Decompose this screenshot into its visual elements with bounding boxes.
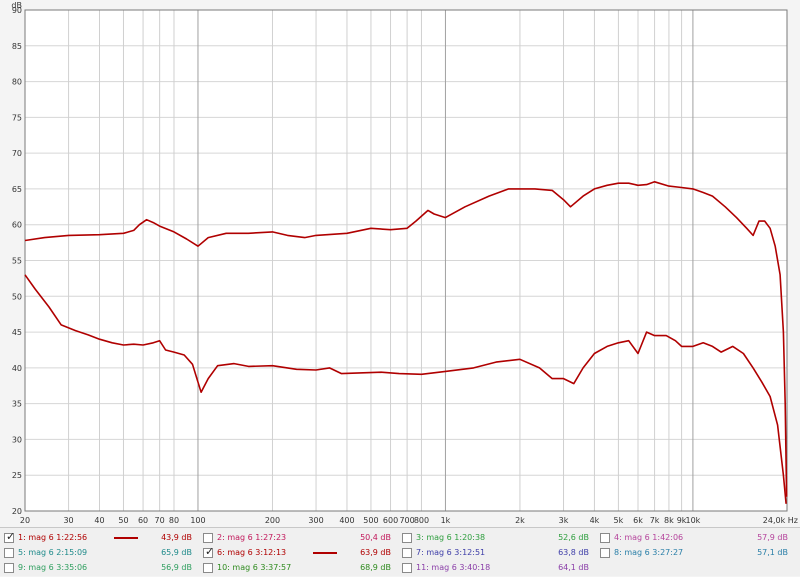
legend-swatch xyxy=(313,552,337,554)
x-tick-label: 70 xyxy=(155,516,165,525)
x-tick-label: 20 xyxy=(20,516,30,525)
checkmark-icon: ✓ xyxy=(205,545,215,558)
legend-item-value: 63,9 dB xyxy=(360,548,391,557)
checkmark-icon: ✓ xyxy=(6,530,16,543)
legend-item-label: 1: mag 6 1:22:56 xyxy=(18,533,88,542)
legend-item-label: 3: mag 6 1:20:38 xyxy=(416,533,486,542)
x-tick-label: 24,0k Hz xyxy=(763,516,798,525)
legend-item-value: 52,6 dB xyxy=(558,533,589,542)
x-tick-label: 300 xyxy=(308,516,323,525)
x-tick-label: 6k xyxy=(633,516,643,525)
y-tick-label: 85 xyxy=(12,42,22,51)
y-tick-label: 80 xyxy=(12,78,22,87)
x-tick-label: 5k xyxy=(614,516,624,525)
legend-row: 5: mag 6 2:15:09 65,9 dB ✓ 6: mag 6 3:12:13… xyxy=(0,545,800,562)
x-tick-label: 2k xyxy=(515,516,525,525)
legend-item[interactable]: ✓ 1: mag 6 1:22:56 43,9 dB xyxy=(4,530,200,547)
legend-item[interactable]: 9: mag 6 3:35:06 56,9 dB xyxy=(4,561,200,577)
legend-item-value: 68,9 dB xyxy=(360,563,391,572)
y-tick-label: 60 xyxy=(12,221,22,230)
legend-item-label: 4: mag 6 1:42:06 xyxy=(614,533,684,542)
x-tick-label: 80 xyxy=(169,516,179,525)
x-tick-label: 40 xyxy=(94,516,104,525)
legend-checkbox[interactable] xyxy=(203,563,213,573)
y-unit-label: dB xyxy=(11,1,22,10)
series-line-2 xyxy=(24,181,788,497)
x-tick-label: 500 xyxy=(363,516,378,525)
series-line-1 xyxy=(24,274,787,504)
legend-item[interactable]: 11: mag 6 3:40:18 64,1 dB xyxy=(402,561,597,577)
legend-item-value: 57,1 dB xyxy=(757,548,788,557)
x-tick-label: 8k xyxy=(664,516,674,525)
x-tick-label: 10k xyxy=(686,516,701,525)
x-tick-label: 7k xyxy=(650,516,660,525)
legend-item-value: 50,4 dB xyxy=(360,533,391,542)
y-tick-label: 30 xyxy=(12,435,22,444)
legend-item-label: 9: mag 6 3:35:06 xyxy=(18,563,88,572)
y-tick-label: 20 xyxy=(12,507,22,516)
legend-item-label: 7: mag 6 3:12:51 xyxy=(416,548,486,557)
legend-row: 9: mag 6 3:35:06 56,9 dB 10: mag 6 3:37:57… xyxy=(0,561,800,577)
y-tick-label: 55 xyxy=(12,257,22,266)
legend-checkbox[interactable] xyxy=(402,548,412,558)
legend-item[interactable]: 10: mag 6 3:37:57 68,9 dB xyxy=(203,561,399,577)
x-tick-label: 60 xyxy=(138,516,148,525)
legend-checkbox[interactable] xyxy=(4,563,14,573)
legend-checkbox[interactable]: ✓ xyxy=(4,530,16,543)
y-tick-label: 50 xyxy=(12,292,22,301)
legend-item-value: 43,9 dB xyxy=(161,533,192,542)
legend-panel: ✓ 1: mag 6 1:22:56 43,9 dB 2: mag 6 1:27:23… xyxy=(0,527,800,576)
legend-checkbox[interactable] xyxy=(402,563,412,573)
chart-area: 20 25 30 35 40 45 50 55 60 65 70 75 80 85 90 dB 20 30 40 50… xyxy=(11,1,798,525)
legend-checkbox[interactable] xyxy=(203,533,213,543)
legend-item[interactable]: 8: mag 6 3:27:27 57,1 dB xyxy=(600,546,796,562)
y-tick-label: 40 xyxy=(12,364,22,373)
legend-item-value: 63,8 dB xyxy=(558,548,589,557)
legend-item[interactable]: ✓ 6: mag 6 3:12:13 63,9 dB xyxy=(203,545,399,562)
y-tick-label: 90 xyxy=(12,6,22,15)
legend-item[interactable]: 4: mag 6 1:42:06 57,9 dB xyxy=(600,531,796,547)
x-tick-label: 600 xyxy=(383,516,398,525)
legend-item[interactable]: 3: mag 6 1:20:38 52,6 dB xyxy=(402,531,597,547)
legend-item-label: 6: mag 6 3:12:13 xyxy=(217,548,287,557)
x-tick-label: 1k xyxy=(441,516,451,525)
legend-item-value: 64,1 dB xyxy=(558,563,589,572)
x-tick-label: 30 xyxy=(63,516,73,525)
x-tick-label: 3k xyxy=(559,516,569,525)
x-tick-label: 9k xyxy=(677,516,687,525)
legend-checkbox[interactable]: ✓ xyxy=(203,545,215,558)
legend-item[interactable]: 7: mag 6 3:12:51 63,8 dB xyxy=(402,546,597,562)
x-tick-label: 800 xyxy=(414,516,429,525)
legend-checkbox[interactable] xyxy=(600,533,610,543)
legend-item[interactable]: 5: mag 6 2:15:09 65,9 dB xyxy=(4,546,200,562)
legend-item-label: 8: mag 6 3:27:27 xyxy=(614,548,684,557)
legend-item-label: 10: mag 6 3:37:57 xyxy=(217,563,292,572)
legend-checkbox[interactable] xyxy=(4,548,14,558)
y-tick-label: 70 xyxy=(12,149,22,158)
legend-item-label: 5: mag 6 2:15:09 xyxy=(18,548,88,557)
legend-item-value: 56,9 dB xyxy=(161,563,192,572)
legend-checkbox[interactable] xyxy=(600,548,610,558)
plot-border xyxy=(24,9,788,512)
y-tick-label: 75 xyxy=(12,113,22,122)
legend-item-value: 57,9 dB xyxy=(757,533,788,542)
legend-item-label: 2: mag 6 1:27:23 xyxy=(217,533,287,542)
legend-item-value: 65,9 dB xyxy=(161,548,192,557)
x-tick-label: 50 xyxy=(118,516,128,525)
x-tick-label: 200 xyxy=(265,516,280,525)
legend-item[interactable]: 2: mag 6 1:27:23 50,4 dB xyxy=(203,531,399,547)
x-tick-label: 100 xyxy=(190,516,205,525)
y-tick-label: 65 xyxy=(12,185,22,194)
legend-checkbox[interactable] xyxy=(402,533,412,543)
legend-row: ✓ 1: mag 6 1:22:56 43,9 dB 2: mag 6 1:27:23… xyxy=(0,530,800,547)
x-tick-label: 400 xyxy=(339,516,354,525)
y-tick-label: 35 xyxy=(12,400,22,409)
legend-item-label: 11: mag 6 3:40:18 xyxy=(416,563,491,572)
legend-swatch xyxy=(114,537,138,539)
y-tick-label: 25 xyxy=(12,471,22,480)
y-tick-label: 45 xyxy=(12,328,22,337)
x-tick-label: 700 xyxy=(399,516,414,525)
x-tick-label: 4k xyxy=(590,516,600,525)
